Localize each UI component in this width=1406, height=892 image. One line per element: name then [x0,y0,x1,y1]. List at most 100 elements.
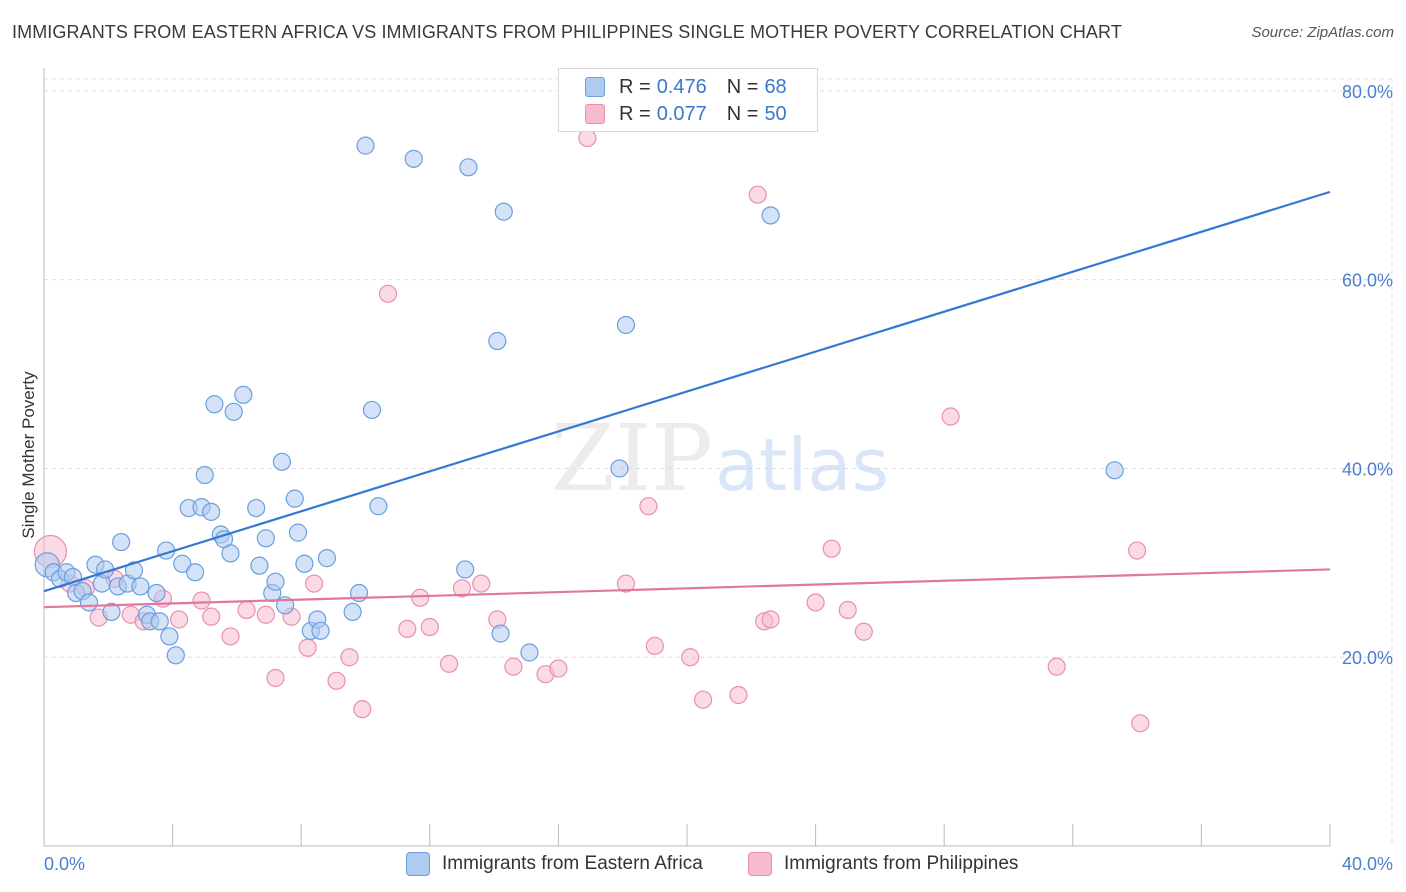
point-philippines [452,579,472,598]
point-philippines [1047,657,1066,676]
point-eastern-africa [317,549,337,568]
legend-swatch-blue [585,77,605,97]
x-tick-label: 40.0% [1342,854,1393,874]
point-philippines [237,600,256,620]
legend-row-philippines: R = 0.077 N = 50 [585,101,787,127]
chart-title: IMMIGRANTS FROM EASTERN AFRICA VS IMMIGR… [12,22,1122,42]
point-eastern-africa [356,136,375,155]
point-eastern-africa [311,621,330,640]
point-eastern-africa [79,593,99,612]
point-philippines [854,622,873,641]
point-eastern-africa [285,489,304,508]
legend-r-label: R = [619,102,651,125]
point-eastern-africa [761,206,780,225]
watermark-zip: ZIP [551,405,713,512]
point-philippines [439,654,459,673]
point-eastern-africa [488,331,507,351]
point-philippines [398,619,417,639]
axes [43,68,1331,847]
point-philippines [504,657,523,676]
point-eastern-africa [1105,461,1124,480]
point-philippines [221,627,240,646]
legend-r-value: 0.077 [656,102,707,125]
trend-lines [43,190,1331,609]
x-tick-label: 0.0% [44,854,85,874]
point-eastern-africa [224,402,243,421]
legend-n-value: 50 [764,102,787,125]
point-eastern-africa [205,395,224,414]
point-eastern-africa [272,452,292,471]
trend-line-philippines [43,568,1331,609]
point-eastern-africa [491,624,510,643]
point-philippines [693,690,713,709]
point-eastern-africa [343,602,362,622]
point-philippines [472,574,491,593]
trend-line-eastern-africa [43,190,1331,593]
tick-labels: 20.0% 40.0% 60.0% 80.0% 0.0% 40.0% [44,82,1393,874]
point-eastern-africa [520,643,539,662]
legend-n-value: 68 [764,75,787,98]
series-legend-philippines[interactable]: Immigrants from Philippines [748,852,1018,876]
series-legend-label: Immigrants from Philippines [784,853,1019,874]
legend-r-label: R = [619,75,651,98]
point-eastern-africa [247,498,266,518]
point-philippines [639,497,658,516]
y-tick-label: 60.0% [1342,271,1393,291]
point-eastern-africa [494,202,513,221]
series-swatch-pink [748,852,772,876]
point-eastern-africa [362,400,382,420]
legend-n-label: N = [726,75,759,98]
point-philippines [256,605,275,624]
point-philippines [266,668,285,688]
series-legend-eastern-africa[interactable]: Immigrants from Eastern Africa [406,852,703,876]
point-philippines [616,574,636,593]
legend-n-label: N = [726,102,759,125]
legend-swatch-pink [585,104,605,124]
point-eastern-africa [112,532,131,552]
point-eastern-africa [202,502,221,521]
point-eastern-africa [256,529,275,548]
point-eastern-africa [266,572,285,591]
point-philippines [304,574,324,593]
point-philippines [578,128,597,148]
point-philippines [729,685,748,705]
point-eastern-africa [459,158,478,177]
point-eastern-africa [404,149,423,168]
point-eastern-africa [124,561,144,580]
point-philippines [941,407,960,426]
data-points [33,128,1150,733]
point-philippines [681,648,700,667]
legend-r-value: 0.476 [656,75,707,98]
point-eastern-africa [166,646,185,665]
point-philippines [838,600,857,620]
point-philippines [340,648,359,667]
point-eastern-africa [456,560,475,579]
point-philippines [645,636,664,655]
point-philippines [1131,714,1150,733]
point-philippines [420,617,439,637]
point-eastern-africa [173,554,192,573]
y-tick-label: 20.0% [1342,648,1393,668]
point-philippines [411,588,430,607]
point-eastern-africa [295,554,314,573]
point-eastern-africa [610,459,629,478]
legend-row-eastern-africa: R = 0.476 N = 68 [585,74,787,100]
point-philippines [1127,541,1147,560]
point-eastern-africa [131,577,150,596]
point-eastern-africa [102,602,121,622]
point-philippines [298,638,317,657]
y-tick-label: 80.0% [1342,82,1393,102]
point-eastern-africa [250,556,269,575]
point-eastern-africa [234,385,253,404]
correlation-legend: R = 0.476 N = 68 R = 0.077 N = 50 [558,68,818,132]
point-philippines [192,591,211,610]
point-eastern-africa [150,612,169,631]
point-eastern-africa [195,465,214,485]
point-philippines [202,607,221,626]
source-label: Source: ZipAtlas.com [1251,24,1394,41]
point-eastern-africa [616,315,636,335]
y-tick-label: 40.0% [1342,459,1393,479]
y-axis-label: Single Mother Poverty [19,371,38,539]
point-eastern-africa [221,544,240,563]
point-eastern-africa [186,563,205,582]
